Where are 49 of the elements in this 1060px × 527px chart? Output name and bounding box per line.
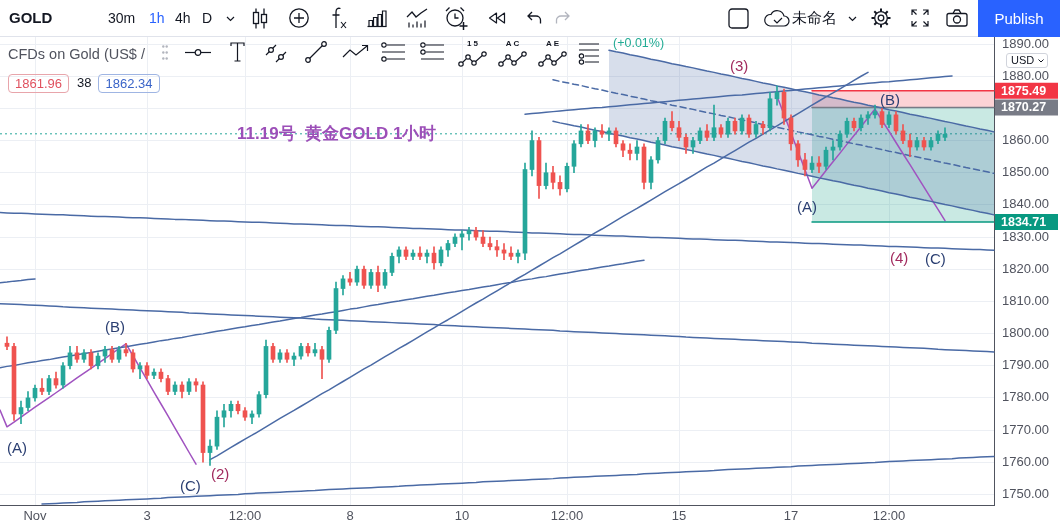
y-tick-label: 1860.00 xyxy=(1002,132,1049,148)
x-tick-label: 12:00 xyxy=(550,508,584,524)
annotation: 1 5 xyxy=(465,39,480,48)
toolbar: GOLD 30m 1h 4h D 未命名 Publish xyxy=(0,0,1060,37)
y-tick-label: 1800.00 xyxy=(1002,325,1049,341)
x-tick-label: 15 xyxy=(671,508,687,524)
annotation: 38 xyxy=(77,75,92,91)
x-tick-label: Nov xyxy=(23,508,48,524)
y-tick-label: 1790.00 xyxy=(1002,357,1049,373)
annotation: (3) xyxy=(730,57,749,74)
buy-button: 1862.34 xyxy=(98,74,160,93)
annotation: (C) xyxy=(180,477,201,494)
y-tick-label: 1810.00 xyxy=(1002,292,1049,308)
x-tick-label: 17 xyxy=(783,508,799,524)
publish-button: Publish xyxy=(978,0,1060,37)
y-tick-label: 1880.00 xyxy=(1002,67,1049,83)
annotation: CFDs on Gold (US$ / xyxy=(8,46,145,63)
y-tick-label: 1750.00 xyxy=(1002,485,1049,501)
data-label: 1875.49 xyxy=(1001,83,1047,98)
annotation: A C xyxy=(504,39,521,48)
text: 11.19号 黄金GOLD 1小时 xyxy=(237,124,437,144)
y-tick-label: 1840.00 xyxy=(1002,196,1049,212)
annotation: 1862.34 xyxy=(105,76,153,91)
annotation: (B) xyxy=(105,318,125,335)
currency-button: USD xyxy=(1006,53,1048,68)
annotation: (+0.01%) xyxy=(613,36,665,50)
annotation: 1861.96 xyxy=(15,76,62,91)
annotation: A E xyxy=(544,39,560,48)
y-tick-label: 1830.00 xyxy=(1002,228,1049,244)
annotation: (A) xyxy=(7,439,27,456)
annotation: (B) xyxy=(880,91,900,108)
x-tick-label: 10 xyxy=(454,508,470,524)
y-tick-label: 1850.00 xyxy=(1002,164,1049,180)
x-tick-label: 8 xyxy=(346,508,354,524)
annotation: (C) xyxy=(925,250,946,267)
y-tick-label: 1760.00 xyxy=(1002,453,1049,469)
data-label: 1834.71 xyxy=(1001,214,1047,229)
x-tick-label: 3 xyxy=(143,508,151,524)
y-tick-label: 1890.00 xyxy=(1002,35,1049,51)
x-tick-label: 12:00 xyxy=(228,508,262,524)
sell-button: 1861.96 xyxy=(8,74,69,93)
annotation: (4) xyxy=(890,249,909,266)
data-label: 1870.27 xyxy=(1001,100,1047,115)
y-tick-label: 1780.00 xyxy=(1002,389,1049,405)
x-tick-label: 12:00 xyxy=(872,508,906,524)
annotation: (2) xyxy=(211,465,230,482)
y-tick-label: 1770.00 xyxy=(1002,421,1049,437)
annotation: (A) xyxy=(797,198,817,215)
y-tick-label: 1820.00 xyxy=(1002,260,1049,276)
